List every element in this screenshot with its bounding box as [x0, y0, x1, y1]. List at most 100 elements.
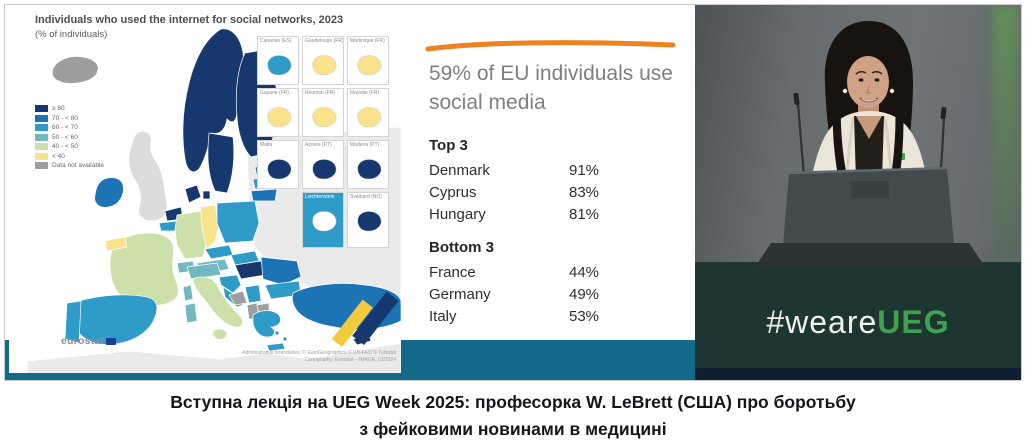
- microphone-right-head: [940, 107, 947, 120]
- hashtag-suffix: UEG: [877, 304, 950, 340]
- legend-label: Data not available: [52, 162, 105, 170]
- inset-territory-shape: [357, 211, 382, 232]
- stat-value: 53%: [569, 307, 600, 325]
- speaker-chest: [856, 116, 882, 139]
- inset-label: Malta: [260, 142, 273, 148]
- inset-territory-shape: [357, 107, 382, 128]
- hashtag-weareueg: #weareUEG: [695, 304, 1021, 341]
- orange-underline-decoration: [425, 40, 676, 52]
- attribution-line: Administrative boundaries: © EuroGeograp…: [242, 350, 396, 356]
- inset-label: Guadeloupe (FR): [305, 38, 344, 44]
- inset-label: Martinique (FR): [350, 38, 385, 44]
- stat-row: Cyprus 83%: [429, 181, 661, 203]
- top3-group: Top 3 Denmark 91% Cyprus 83%: [429, 137, 661, 225]
- legend-label: < 40: [52, 152, 65, 160]
- top3-label: Top 3: [429, 137, 468, 154]
- region-north-africa: [26, 342, 401, 373]
- stat-row: Italy 53%: [429, 305, 661, 327]
- podium-desk: [755, 243, 985, 267]
- legend-item: 40 - < 50: [35, 142, 104, 152]
- figure-caption: Вступна лекція на UEG Week 2025: професо…: [0, 389, 1026, 443]
- region-portugal: [64, 300, 82, 344]
- caption-line-2: з фейковими новинами в медицині: [359, 419, 667, 439]
- map-inset-box: Réunion (FR): [302, 88, 344, 137]
- legend-item: < 40: [35, 152, 104, 162]
- stat-value: 81%: [569, 205, 600, 223]
- speaker-face: [847, 56, 889, 108]
- region-france: [109, 232, 179, 307]
- speaker-eyebrow-right: [871, 70, 883, 75]
- legend-item: Data not available: [35, 161, 104, 171]
- eurostat-wordmark: eurostat: [61, 335, 105, 347]
- region-iceland: [51, 56, 99, 84]
- attribution-line: Cartography: Eurostat – IMAGE, 03/2024: [304, 357, 396, 363]
- region-belgium: [158, 220, 178, 232]
- decor-yellow-stroke: [331, 299, 373, 348]
- microphone-left-head: [793, 92, 800, 105]
- presentation-slide: Individuals who used the internet for so…: [5, 5, 695, 380]
- region-serbia: [244, 284, 262, 304]
- region-denmark-island: [202, 190, 211, 200]
- legend-label: 40 - < 50: [52, 143, 78, 151]
- inset-territory-shape: [267, 159, 292, 180]
- region-ireland: [94, 177, 124, 208]
- inset-label: Canarias (ES): [260, 38, 292, 44]
- region-brittany: [104, 236, 128, 252]
- region-lithuania: [250, 188, 278, 202]
- map-inset-box: Liechtenstein: [302, 192, 344, 248]
- stat-row: Hungary 81%: [429, 203, 661, 225]
- inset-territory-shape: [312, 159, 337, 180]
- region-italy-north: [186, 262, 222, 280]
- legend-swatch: [35, 152, 48, 160]
- photo-bottom-strip: [695, 368, 1021, 380]
- map-legend: ≥ 80 70 - < 80 60 - < 70: [35, 104, 104, 171]
- map-attribution: Administrative boundaries: © EuroGeograp…: [242, 350, 396, 364]
- key-stats-panel: 59% of EU individuals use social media T…: [401, 9, 695, 340]
- region-bosnia: [228, 290, 248, 306]
- legend-swatch: [35, 133, 48, 141]
- inset-territory-shape: [267, 55, 292, 76]
- legend-label: 70 - < 80: [52, 114, 78, 122]
- legend-swatch: [35, 105, 48, 113]
- map-inset-box: Malta: [257, 140, 299, 189]
- legend-label: 60 - < 70: [52, 124, 78, 132]
- stat-value: 49%: [569, 285, 600, 303]
- map-insets: Canarias (ES) Guadeloupe (FR): [257, 36, 389, 189]
- map-inset-box: Mayotte (FR): [347, 88, 389, 137]
- eurostat-map-panel: Individuals who used the internet for so…: [9, 9, 401, 373]
- speaker-hair-left: [832, 65, 847, 181]
- caption-line-1: Вступна лекція на UEG Week 2025: професо…: [170, 392, 856, 412]
- bottom3-rows: France 44% Germany 49% Italy 53%: [429, 261, 661, 327]
- speaker-at-podium: [755, 21, 985, 267]
- speaker-eyebrow-left: [855, 70, 867, 75]
- map-subtitle: (% of individuals): [35, 29, 108, 40]
- speaker-nose: [866, 84, 871, 94]
- map-insets-row4: Liechtenstein Svalbard (NO): [302, 192, 389, 248]
- inset-label: Réunion (FR): [305, 90, 336, 96]
- map-title: Individuals who used the internet for so…: [35, 14, 344, 26]
- stat-country: Cyprus: [429, 183, 477, 201]
- legend-item: ≥ 80: [35, 104, 104, 114]
- legend-swatch: [35, 143, 48, 151]
- region-sardinia: [184, 302, 198, 324]
- stat-country: Denmark: [429, 161, 490, 179]
- inset-label: Açores (PT): [305, 142, 332, 148]
- region-corsica: [182, 284, 194, 302]
- legend-swatch: [35, 114, 48, 122]
- region-germany-east: [200, 204, 220, 250]
- map-inset-box: Guadeloupe (FR): [302, 36, 344, 85]
- stat-value: 91%: [569, 161, 600, 179]
- monitor-mount: [851, 181, 889, 198]
- video-frame: Individuals who used the internet for so…: [4, 4, 1022, 381]
- region-greek-island: [282, 336, 288, 342]
- region-denmark: [184, 184, 202, 204]
- speaker-dark-top: [854, 116, 884, 181]
- inset-label: Liechtenstein: [305, 194, 335, 200]
- map-inset-box: Guyane (FR): [257, 88, 299, 137]
- stat-row: Denmark 91%: [429, 159, 661, 181]
- region-greece: [252, 310, 281, 338]
- earring-left: [842, 88, 848, 94]
- map-inset-box: Madeira (PT): [347, 140, 389, 189]
- map-inset-box: Svalbard (NO): [347, 192, 389, 248]
